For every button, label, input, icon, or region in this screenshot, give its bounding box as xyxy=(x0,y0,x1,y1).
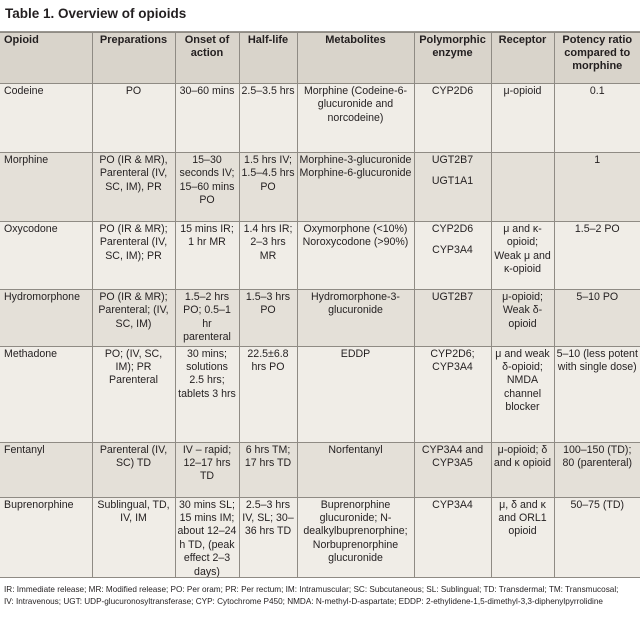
cell-opioid: Morphine xyxy=(0,152,93,222)
cell-potency: 1.5–2 PO xyxy=(553,221,640,290)
cell-preparations: PO (IR & MR), Parenteral (IV, SC, IM), P… xyxy=(91,152,176,222)
cell-metabolites: Morphine-3-glucuronide Morphine-6-glucur… xyxy=(296,152,415,222)
cell-onset: 15 mins IR; 1 hr MR xyxy=(174,221,240,290)
cell-half-life: 1.5 hrs IV; 1.5–4.5 hrs PO xyxy=(238,152,298,222)
cell-potency: 100–150 (TD); 80 (parenteral) xyxy=(553,441,640,498)
cell-onset: 15–30 seconds IV; 15–60 mins PO xyxy=(174,152,240,222)
cell-receptor xyxy=(490,152,555,222)
table-row: Buprenorphine Sublingual, TD, IV, IM 30 … xyxy=(0,496,640,584)
enzyme-entry: UGT2B7 xyxy=(431,154,474,166)
cell-enzyme: UGT2B7 xyxy=(413,289,492,347)
enzyme-entry: UGT1A1 xyxy=(431,175,474,188)
opioid-table: Opioid Preparations Onset of action Half… xyxy=(0,32,640,584)
cell-potency: 5–10 PO xyxy=(553,289,640,347)
table-row: Methadone PO; (IV, SC, IM); PR Parentera… xyxy=(0,345,640,443)
cell-half-life: 22.5±6.8 hrs PO xyxy=(238,345,298,443)
header-preparations: Preparations xyxy=(91,32,176,84)
metabolite-entry: Oxymorphone (<10%) xyxy=(303,223,408,235)
table-row: Codeine PO 30–60 mins 2.5–3.5 hrs Morphi… xyxy=(0,83,640,153)
cell-preparations: PO (IR & MR); Parenteral (IV, SC, IM); P… xyxy=(91,221,176,290)
cell-enzyme: CYP2D6 CYP3A4 xyxy=(413,221,492,290)
table-header-row: Opioid Preparations Onset of action Half… xyxy=(0,32,640,84)
cell-opioid: Codeine xyxy=(0,83,93,153)
metabolite-entry: Morphine-6-glucuronide xyxy=(299,167,412,180)
header-onset: Onset of action xyxy=(174,32,240,84)
cell-metabolites: Morphine (Codeine-6-glucuronide and norc… xyxy=(296,83,415,153)
header-half-life: Half-life xyxy=(238,32,298,84)
cell-onset: 30 mins SL; 15 mins IM; about 12–24 h TD… xyxy=(174,496,240,584)
cell-opioid: Methadone xyxy=(0,345,93,443)
cell-preparations: Parenteral (IV, SC) TD xyxy=(91,441,176,498)
cell-metabolites: Buprenorphine glucuronide; N-dealkylbupr… xyxy=(296,496,415,584)
header-opioid: Opioid xyxy=(0,32,93,84)
cell-preparations: PO (IR & MR); Parenteral; (IV, SC, IM) xyxy=(91,289,176,347)
cell-enzyme: CYP2D6; CYP3A4 xyxy=(413,345,492,443)
cell-enzyme: CYP2D6 xyxy=(413,83,492,153)
cell-opioid: Buprenorphine xyxy=(0,496,93,584)
table-row: Oxycodone PO (IR & MR); Parenteral (IV, … xyxy=(0,221,640,290)
cell-opioid: Hydromorphone xyxy=(0,289,93,347)
cell-enzyme: CYP3A4 and CYP3A5 xyxy=(413,441,492,498)
table-title: Table 1. Overview of opioids xyxy=(5,6,187,21)
cell-half-life: 1.5–3 hrs PO xyxy=(238,289,298,347)
cell-onset: 30–60 mins xyxy=(174,83,240,153)
table-row: Hydromorphone PO (IR & MR); Parenteral; … xyxy=(0,289,640,347)
cell-half-life: 2.5–3.5 hrs xyxy=(238,83,298,153)
table-area: Opioid Preparations Onset of action Half… xyxy=(0,32,640,584)
cell-preparations: PO xyxy=(91,83,176,153)
cell-potency: 50–75 (TD) xyxy=(553,496,640,584)
cell-receptor: μ and weak δ-opioid; NMDA channel blocke… xyxy=(490,345,555,443)
cell-onset: 1.5–2 hrs PO; 0.5–1 hr parenteral xyxy=(174,289,240,347)
table-row: Fentanyl Parenteral (IV, SC) TD IV – rap… xyxy=(0,441,640,498)
header-enzyme: Polymorphic enzyme xyxy=(413,32,492,84)
metabolite-entry: Noroxycodone (>90%) xyxy=(302,236,409,249)
cell-opioid: Fentanyl xyxy=(0,441,93,498)
table-footnotes: IR: Immediate release; MR: Modified rele… xyxy=(0,577,640,625)
cell-onset: IV – rapid; 12–17 hrs TD xyxy=(174,441,240,498)
cell-metabolites: Hydromorphone-3-glucuronide xyxy=(296,289,415,347)
footnote-line: IR: Immediate release; MR: Modified rele… xyxy=(4,585,619,594)
cell-half-life: 6 hrs TM; 17 hrs TD xyxy=(238,441,298,498)
cell-enzyme: CYP3A4 xyxy=(413,496,492,584)
enzyme-entry: CYP3A4 xyxy=(432,244,473,257)
enzyme-entry: CYP2D6 xyxy=(431,223,474,235)
cell-receptor: μ and κ-opioid; Weak μ and κ-opioid xyxy=(490,221,555,290)
cell-potency: 5–10 (less potent with single dose) xyxy=(553,345,640,443)
header-metabolites: Metabolites xyxy=(296,32,415,84)
cell-receptor: μ, δ and κ and ORL1 opioid xyxy=(490,496,555,584)
cell-opioid: Oxycodone xyxy=(0,221,93,290)
cell-metabolites: EDDP xyxy=(296,345,415,443)
cell-metabolites: Norfentanyl xyxy=(296,441,415,498)
cell-potency: 1 xyxy=(553,152,640,222)
cell-half-life: 2.5–3 hrs IV, SL; 30–36 hrs TD xyxy=(238,496,298,584)
cell-onset: 30 mins; solutions 2.5 hrs; tablets 3 hr… xyxy=(174,345,240,443)
cell-potency: 0.1 xyxy=(553,83,640,153)
cell-enzyme: UGT2B7 UGT1A1 xyxy=(413,152,492,222)
header-potency: Potency ratio compared to morphine xyxy=(553,32,640,84)
title-bar: Table 1. Overview of opioids xyxy=(0,0,640,32)
cell-receptor: μ-opioid xyxy=(490,83,555,153)
table-row: Morphine PO (IR & MR), Parenteral (IV, S… xyxy=(0,152,640,222)
cell-receptor: μ-opioid; δ and κ opioid xyxy=(490,441,555,498)
metabolite-entry: Morphine-3-glucuronide xyxy=(299,154,412,166)
header-receptor: Receptor xyxy=(490,32,555,84)
cell-metabolites: Oxymorphone (<10%) Noroxycodone (>90%) xyxy=(296,221,415,290)
cell-half-life: 1.4 hrs IR; 2–3 hrs MR xyxy=(238,221,298,290)
footnote-line: IV: Intravenous; UGT: UDP-glucuronosyltr… xyxy=(4,597,603,606)
cell-preparations: PO; (IV, SC, IM); PR Parenteral xyxy=(91,345,176,443)
cell-preparations: Sublingual, TD, IV, IM xyxy=(91,496,176,584)
cell-receptor: μ-opioid; Weak δ-opioid xyxy=(490,289,555,347)
